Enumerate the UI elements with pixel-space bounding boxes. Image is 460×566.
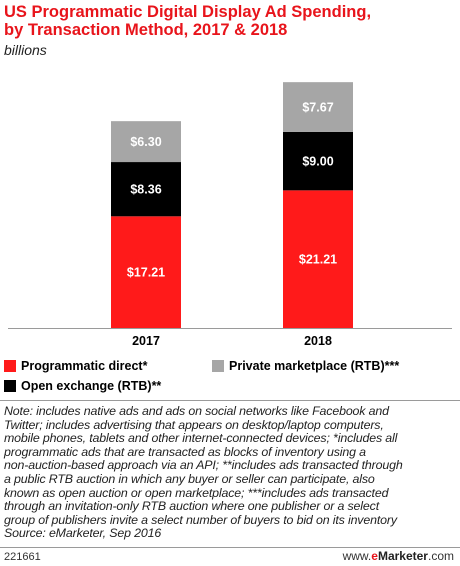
- legend-swatch-programmatic-direct: [4, 360, 16, 372]
- brand-prefix: www.: [342, 549, 372, 563]
- legend-item-programmatic-direct: Programmatic direct*: [4, 359, 147, 373]
- legend-label-programmatic-direct: Programmatic direct*: [21, 359, 148, 373]
- data-label-open-exchange-rtb-2017: $8.36: [130, 183, 161, 197]
- legend-label-open-exchange: Open exchange (RTB)**: [21, 379, 162, 393]
- x-tick-label-2018: 2018: [304, 334, 332, 348]
- note-line: through an invitation-only RTB auction w…: [4, 499, 379, 514]
- legend-label-private-marketplace: Private marketplace (RTB)***: [229, 359, 400, 373]
- chart-title: US Programmatic Digital Display Ad Spend…: [4, 3, 456, 39]
- legend-swatch-private-marketplace: [212, 360, 224, 372]
- legend-item-private-marketplace: Private marketplace (RTB)***: [212, 359, 399, 373]
- footer-divider: [0, 547, 460, 548]
- data-label-programmatic-direct-2018: $21.21: [299, 253, 337, 267]
- data-label-programmatic-direct-2017: $17.21: [127, 266, 165, 280]
- note-line: Twitter; includes advertising that appea…: [4, 417, 384, 432]
- data-label-private-marketplace-rtb-2017: $6.30: [130, 135, 161, 149]
- bar-segment-programmatic-direct-2017: [111, 216, 181, 328]
- chart-title-line-1: US Programmatic Digital Display Ad Spend…: [4, 3, 372, 21]
- legend-item-open-exchange: Open exchange (RTB)**: [4, 379, 161, 393]
- stacked-bar-chart: $17.21 $8.36 $6.30 2017 $21.21 $9.00 $7.67 2018: [8, 82, 452, 348]
- note-line: group of publishers invite a select numb…: [4, 512, 397, 527]
- chart-title-line-2: by Transaction Method, 2017 & 2018: [4, 21, 288, 39]
- bar-segment-private-marketplace-rtb-2017: [111, 121, 181, 163]
- brand-name: Marketer: [377, 549, 428, 563]
- brand-suffix: .com: [427, 549, 454, 563]
- emarketer-logo: www.eMarketer.com: [343, 549, 454, 563]
- bar-segment-programmatic-direct-2018: [283, 190, 353, 328]
- note-line: known as open auction or open marketplac…: [4, 485, 389, 500]
- note-line: mobile phones, tablets and other interne…: [4, 431, 398, 446]
- source-line: Source: eMarketer, Sep 2016: [4, 526, 162, 541]
- legend-swatch-open-exchange: [4, 380, 16, 392]
- chart-note: Note: includes native ads and ads on soc…: [4, 404, 456, 541]
- note-line: programmatic ads that are transacted as …: [4, 444, 366, 459]
- bar-segment-private-marketplace-rtb-2018: [283, 82, 353, 132]
- bar-segment-open-exchange-rtb-2018: [283, 131, 353, 191]
- bar-segment-open-exchange-rtb-2017: [111, 162, 181, 217]
- legend: Programmatic direct* Private marketplace…: [4, 355, 456, 399]
- note-line: a public RTB auction in which any buyer …: [4, 471, 375, 486]
- brand-e: e: [371, 549, 378, 563]
- note-divider-top: [0, 400, 460, 401]
- chart-subtitle: billions: [4, 42, 47, 58]
- chart-id: 221661: [4, 551, 41, 563]
- note-line: Note: includes native ads and ads on soc…: [4, 404, 389, 418]
- note-line: non-auction-based approach via an API; *…: [4, 458, 403, 473]
- data-label-open-exchange-rtb-2018: $9.00: [302, 155, 333, 169]
- data-label-private-marketplace-rtb-2018: $7.67: [302, 101, 333, 115]
- x-tick-label-2017: 2017: [132, 334, 160, 348]
